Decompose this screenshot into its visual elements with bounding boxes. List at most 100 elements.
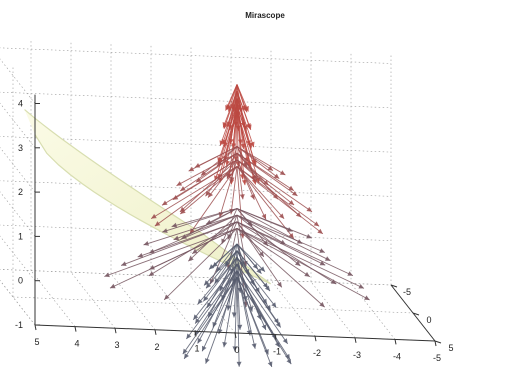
field-arrowhead <box>264 285 270 292</box>
field-arrowhead <box>358 283 364 289</box>
field-arrow <box>162 208 238 233</box>
field-arrow <box>176 152 238 187</box>
field-arrowhead <box>304 271 310 277</box>
field-arrowhead <box>249 279 255 286</box>
field-arrow <box>236 221 265 258</box>
x-tick-label: -5 <box>433 353 441 363</box>
field-arrow <box>143 214 238 246</box>
field-arrowhead <box>250 194 255 200</box>
field-arrowhead <box>319 260 326 266</box>
field-arrowhead <box>291 190 298 196</box>
field-arrowhead <box>162 228 168 233</box>
field-arrowhead <box>195 177 202 183</box>
x-tick-label: -4 <box>393 351 401 361</box>
field-arrowhead <box>317 228 323 234</box>
field-arrowhead <box>271 302 277 308</box>
field-arrowhead <box>143 240 150 246</box>
chart-title: Mirascope <box>245 11 285 20</box>
field-arrowhead <box>232 346 238 352</box>
field-arrowhead <box>246 330 252 336</box>
field-arrowhead <box>137 252 144 258</box>
x-tick-mark <box>274 334 277 340</box>
field-arrow <box>230 166 238 215</box>
x-tick-label: -2 <box>313 348 321 358</box>
field-arrow <box>120 221 238 266</box>
field-arrow <box>189 166 238 234</box>
field-arrowhead <box>209 264 215 270</box>
field-arrowhead <box>161 200 168 206</box>
grid-line <box>0 269 392 286</box>
field-arrow <box>205 250 238 289</box>
field-arrowhead <box>203 295 209 302</box>
grid-line <box>0 47 392 64</box>
field-arrow <box>163 228 238 301</box>
field-arrowhead <box>286 358 292 365</box>
field-arrow <box>236 243 266 272</box>
field-arrowhead <box>288 232 294 239</box>
field-arrow <box>236 208 293 232</box>
field-arrowhead <box>197 298 203 305</box>
field-arrow <box>194 146 238 168</box>
field-arrow <box>236 146 286 176</box>
field-arrow <box>179 159 238 213</box>
field-arrowhead <box>204 280 210 286</box>
field-arrow <box>192 263 238 321</box>
field-arrow <box>236 166 285 220</box>
field-arrowhead <box>259 266 265 272</box>
surface-patch <box>24 109 272 285</box>
field-arrowhead <box>288 185 294 191</box>
grid-line <box>12 296 414 314</box>
field-arrowhead <box>245 123 251 129</box>
field-arrow <box>236 152 295 191</box>
field-arrowhead <box>258 251 264 257</box>
field-arrowhead <box>330 279 337 285</box>
field-arrowhead <box>252 263 258 270</box>
field-arrow <box>236 263 280 324</box>
x-tick-label: 4 <box>74 339 79 349</box>
field-arrowhead <box>148 271 155 276</box>
y-tick-mark <box>390 284 398 288</box>
field-arrow <box>183 276 238 360</box>
x-tick-label: -3 <box>353 350 361 360</box>
field-arrow <box>186 270 238 340</box>
field-arrow <box>236 228 370 301</box>
field-arrowhead <box>306 233 312 239</box>
field-arrowhead <box>249 141 255 148</box>
field-arrowhead <box>192 248 198 254</box>
field-arrow <box>236 214 331 262</box>
field-arrow <box>150 166 238 220</box>
field-arrow <box>236 270 289 345</box>
field-arrowhead <box>219 140 225 146</box>
field-arrowhead <box>193 314 199 320</box>
grid-line <box>0 58 36 104</box>
x-tick-mark <box>314 336 317 342</box>
field-arrowhead <box>267 165 274 171</box>
field-arrowhead <box>173 235 180 241</box>
grid-line <box>0 180 392 197</box>
field-arrowhead <box>262 298 267 305</box>
field-arrow <box>236 276 269 355</box>
x-tick-mark <box>234 332 237 339</box>
field-arrow <box>236 214 286 245</box>
field-arrowhead <box>222 122 228 128</box>
field-arrowhead <box>195 318 201 324</box>
field-arrow <box>236 159 313 213</box>
field-arrowhead <box>288 199 295 206</box>
field-arrowhead <box>226 104 232 110</box>
x-tick-mark <box>354 337 357 343</box>
field-arrow <box>236 90 251 129</box>
field-arrowhead <box>184 353 189 359</box>
field-arrow <box>219 97 238 146</box>
field-arrow <box>205 277 238 364</box>
field-arrow <box>201 276 238 352</box>
field-arrow <box>236 159 302 218</box>
field-arrowhead <box>176 181 183 186</box>
field-arrow <box>203 250 238 286</box>
z-tick-label: 4 <box>18 99 23 109</box>
field-arrowhead <box>188 255 194 262</box>
field-arrow <box>236 221 326 266</box>
field-arrowhead <box>364 295 370 300</box>
x-tick-mark <box>154 329 157 335</box>
field-arrow <box>236 228 325 308</box>
axes <box>34 94 442 347</box>
